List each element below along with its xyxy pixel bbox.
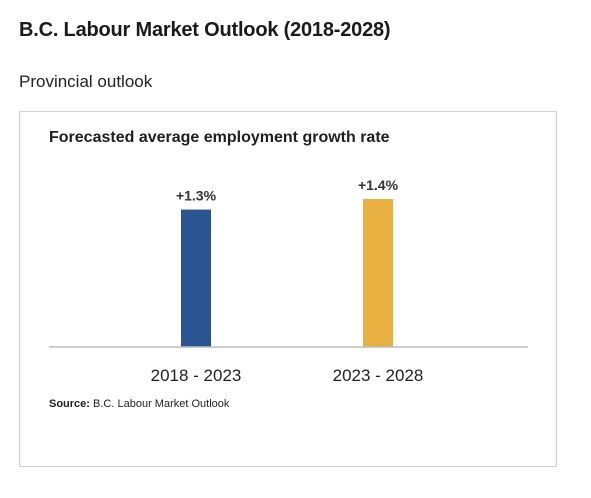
data-label-2: +1.4%	[358, 177, 399, 193]
bar-2	[363, 199, 393, 347]
page-title: B.C. Labour Market Outlook (2018-2028)	[19, 19, 391, 41]
bar-chart: +1.3% 2018 - 2023 +1.4% 2023 - 2028	[49, 177, 528, 385]
source-label: Source:	[49, 398, 90, 410]
source-text: B.C. Labour Market Outlook	[93, 398, 230, 410]
chart-card: Forecasted average employment growth rat…	[19, 111, 557, 467]
x-tick-label-2: 2023 - 2028	[333, 366, 424, 385]
section-title: Provincial outlook	[19, 72, 153, 91]
bars-layer	[181, 199, 393, 347]
bar-1	[181, 209, 211, 347]
data-label-1: +1.3%	[176, 188, 217, 204]
x-tick-label-1: 2018 - 2023	[151, 366, 242, 385]
chart-source: Source: B.C. Labour Market Outlook	[49, 398, 229, 410]
labels-layer: +1.3% 2018 - 2023 +1.4% 2023 - 2028	[151, 177, 424, 385]
chart-title: Forecasted average employment growth rat…	[49, 129, 390, 146]
